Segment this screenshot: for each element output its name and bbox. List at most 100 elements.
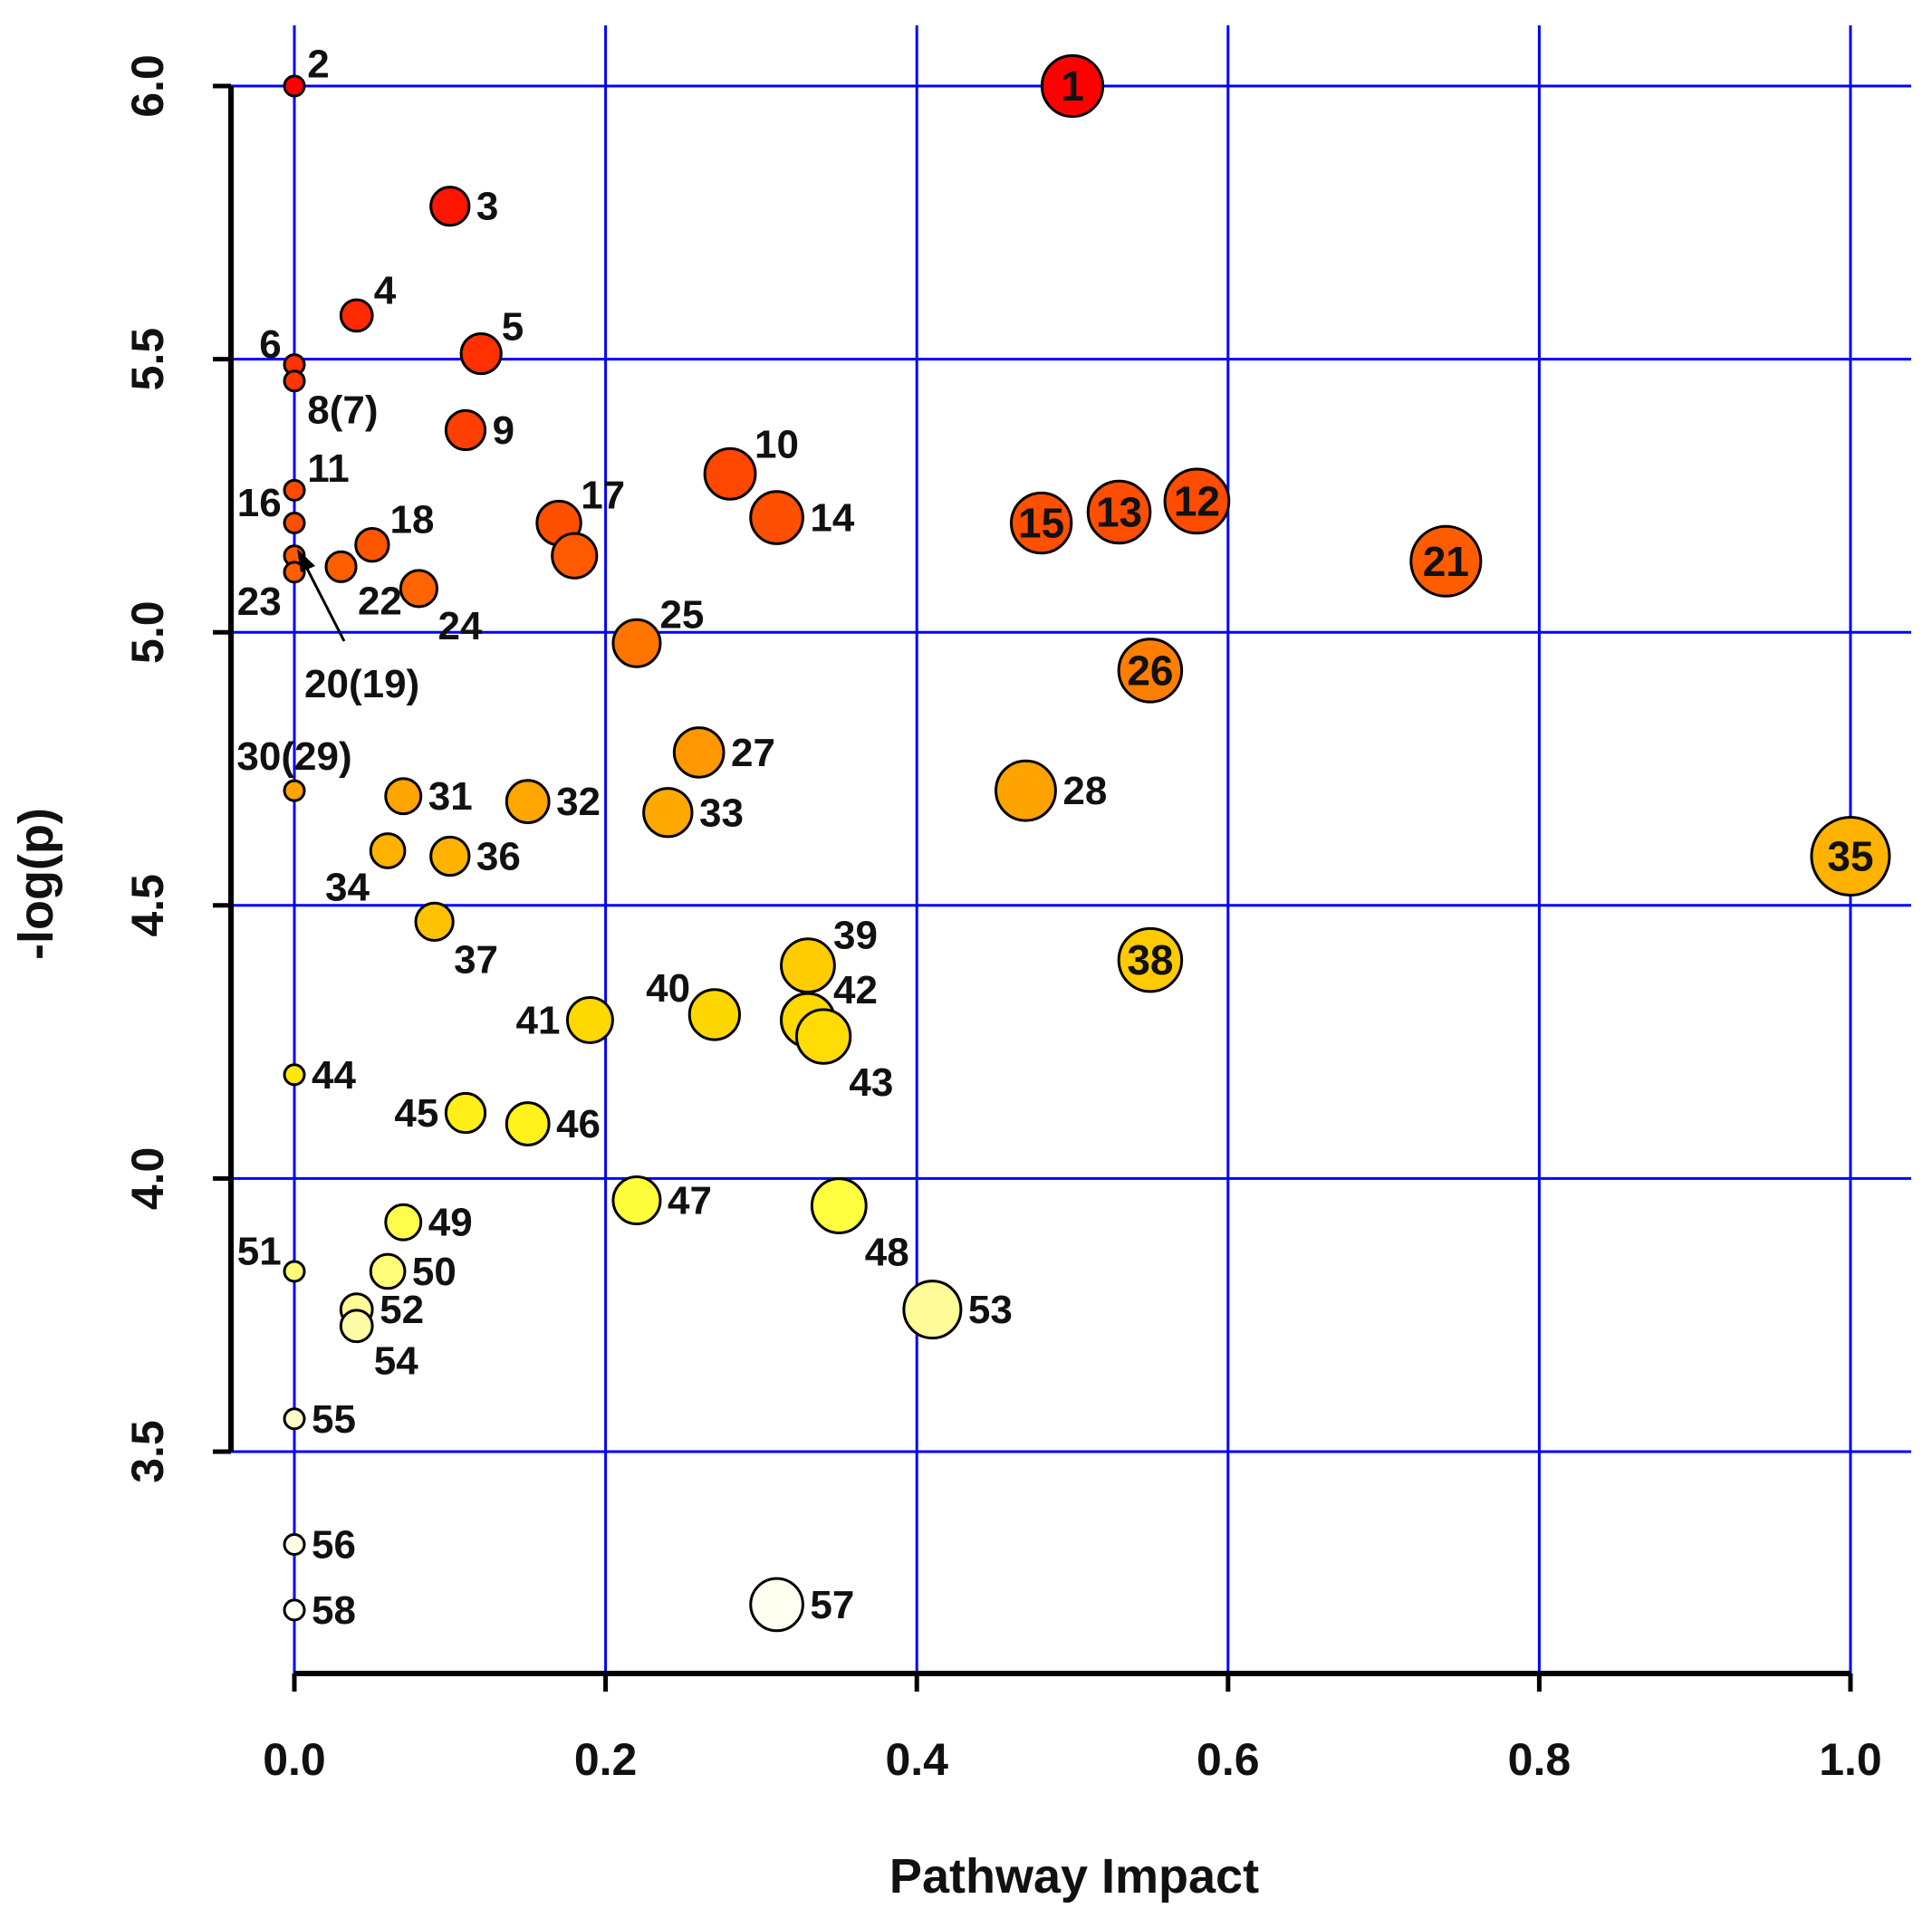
point-label: 27 — [731, 731, 775, 775]
point-label: 46 — [556, 1102, 601, 1146]
point-label: 38 — [1127, 936, 1173, 983]
data-point — [339, 298, 374, 333]
x-axis-label: Pathway Impact — [889, 1849, 1259, 1904]
data-point — [642, 787, 694, 839]
point-label: 31 — [428, 774, 473, 819]
point-label: 28 — [1062, 769, 1107, 813]
x-tick-label: 0.8 — [1508, 1734, 1572, 1785]
point-label: 48 — [865, 1230, 909, 1274]
point-label: 18 — [390, 498, 435, 542]
point-label: 41 — [516, 998, 561, 1042]
data-point — [444, 408, 487, 452]
data-point — [810, 1177, 868, 1234]
y-tick-label: 5.5 — [122, 328, 173, 391]
data-point — [429, 835, 471, 877]
data-point — [429, 186, 471, 227]
annotation-arrow-head — [297, 549, 315, 572]
point-label: 25 — [659, 592, 704, 637]
point-label: 52 — [380, 1288, 424, 1332]
annotation-label: 20(19) — [304, 662, 419, 706]
data-point — [1163, 467, 1231, 535]
data-point — [505, 779, 551, 825]
data-point — [283, 1407, 306, 1431]
point-label: 4 — [374, 269, 397, 313]
x-tick-label: 0.2 — [574, 1734, 638, 1785]
data-point — [551, 532, 599, 580]
point-label: 6 — [259, 322, 281, 367]
point-label: 40 — [646, 966, 690, 1011]
point-label: 34 — [325, 865, 370, 909]
data-point — [1117, 638, 1184, 704]
data-point — [459, 331, 503, 376]
y-axis-label: -log(p) — [9, 808, 63, 960]
point-label: 17 — [581, 473, 625, 517]
point-label: 8(7) — [307, 388, 378, 433]
point-label: 51 — [237, 1229, 282, 1273]
data-point — [384, 1203, 423, 1242]
data-point — [369, 832, 407, 869]
annotation-arrow-line — [303, 562, 346, 642]
point-label: 57 — [810, 1583, 854, 1627]
point-label: 45 — [394, 1091, 438, 1136]
point-label: 49 — [428, 1201, 473, 1245]
point-label: 44 — [312, 1053, 356, 1098]
point-label: 24 — [437, 604, 482, 648]
data-point — [324, 550, 358, 583]
point-label: 11 — [307, 446, 350, 491]
data-point — [283, 1260, 306, 1283]
data-point — [1009, 491, 1073, 555]
data-point — [384, 777, 423, 816]
data-point — [283, 74, 306, 98]
y-tick-label: 6.0 — [122, 54, 173, 118]
grid-lines — [217, 25, 1911, 1673]
data-point — [687, 988, 741, 1041]
data-point — [1040, 53, 1105, 119]
data-point — [283, 1533, 306, 1557]
data-point — [794, 1008, 852, 1065]
point-label: 16 — [237, 481, 282, 525]
point-label: 1 — [1061, 62, 1084, 110]
arrow-annotation: 20(19) — [297, 549, 419, 706]
y-tick-label: 4.5 — [122, 874, 173, 937]
point-label: 13 — [1096, 488, 1142, 535]
point-label: 50 — [412, 1250, 457, 1294]
y-tick-label: 5.0 — [122, 600, 173, 664]
point-label: 36 — [476, 835, 521, 879]
point-label: 5 — [502, 305, 524, 350]
point-label: 23 — [237, 580, 282, 624]
point-label: 3 — [476, 185, 498, 229]
point-label: 35 — [1827, 833, 1873, 880]
data-point — [1409, 524, 1483, 598]
point-label: 10 — [755, 422, 799, 466]
data-point — [283, 369, 306, 393]
x-tick-label: 1.0 — [1819, 1734, 1882, 1785]
point-label: 43 — [849, 1060, 893, 1105]
data-point — [995, 759, 1057, 822]
point-label: 12 — [1174, 477, 1220, 524]
data-point — [749, 1577, 804, 1633]
data-point — [369, 1252, 407, 1290]
data-point — [354, 527, 390, 563]
point-label: 39 — [833, 913, 878, 957]
point-label: 26 — [1127, 647, 1173, 694]
point-label: 30(29) — [236, 734, 351, 779]
data-point — [749, 490, 804, 545]
point-label: 15 — [1018, 500, 1064, 547]
data-point — [283, 478, 306, 502]
point-label: 2 — [307, 43, 329, 87]
data-points — [283, 53, 1891, 1633]
y-tick-labels: 3.5 4.0 4.5 5.0 5.5 6.0 — [122, 54, 231, 1483]
data-point — [611, 618, 662, 668]
data-point — [283, 779, 306, 802]
y-tick-label: 3.5 — [122, 1420, 173, 1483]
point-label: 47 — [668, 1179, 712, 1223]
data-point — [414, 901, 455, 942]
data-point — [1810, 816, 1891, 897]
point-label: 53 — [968, 1288, 1013, 1332]
data-point — [780, 937, 836, 994]
point-label: 56 — [312, 1523, 356, 1568]
x-tick-label: 0.6 — [1197, 1734, 1260, 1785]
point-label: 42 — [833, 968, 878, 1012]
data-point — [703, 446, 757, 501]
